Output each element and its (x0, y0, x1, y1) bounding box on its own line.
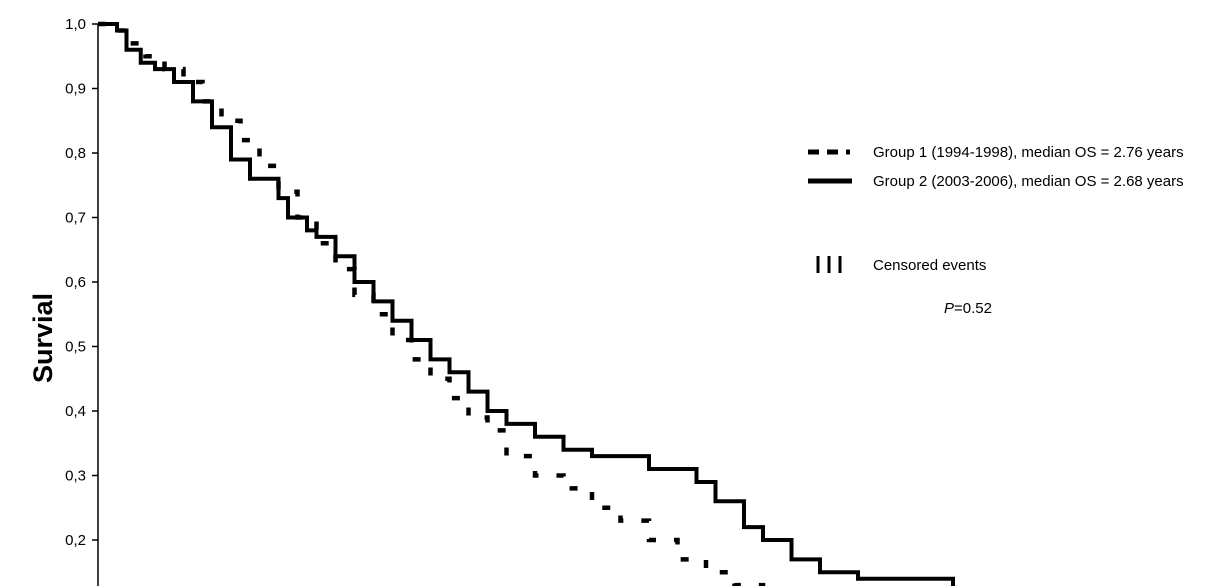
y-tick-label: 0,8 (65, 145, 86, 162)
y-tick-label: 0,9 (65, 81, 86, 98)
y-tick-label: 0,4 (65, 403, 86, 420)
y-axis-label: Survial (28, 293, 58, 383)
y-tick-label: 0,6 (65, 274, 86, 291)
legend-label-group2: Group 2 (2003-2006), median OS = 2.68 ye… (873, 173, 1184, 190)
series-line-group2 (98, 22, 955, 586)
legend: Group 1 (1994-1998), median OS = 2.76 ye… (808, 144, 1184, 317)
y-tick-label: 1,0 (65, 16, 86, 33)
series-layer (98, 21, 955, 586)
y-tick-label: 0,7 (65, 210, 86, 227)
p-value-number: =0.52 (954, 300, 992, 317)
y-tick-labels: 1,0 0,9 0,8 0,7 0,6 0,5 0,4 0,3 0,2 (65, 16, 98, 549)
series-line-group1 (98, 21, 766, 586)
y-tick-label: 0,5 (65, 339, 86, 356)
legend-censored-swatch (816, 256, 842, 273)
y-tick-label: 0,3 (65, 468, 86, 485)
p-value: P=0.52 (944, 300, 992, 317)
legend-label-group1: Group 1 (1994-1998), median OS = 2.76 ye… (873, 144, 1184, 161)
p-value-symbol: P (944, 300, 954, 317)
y-tick-label: 0,2 (65, 532, 86, 549)
legend-label-censored: Censored events (873, 257, 986, 274)
